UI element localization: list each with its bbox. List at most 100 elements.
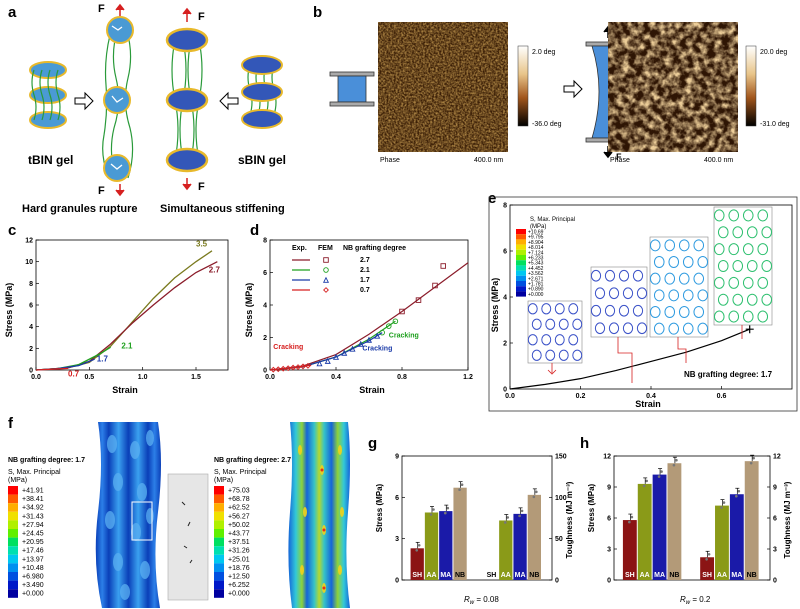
fem-cell xyxy=(746,259,758,273)
exp-point-0.7 xyxy=(305,362,311,369)
exp-point-1.7 xyxy=(332,353,340,360)
legend-swatch xyxy=(516,281,526,287)
f-legend-swatch xyxy=(214,486,224,495)
y-tick-label: 12 xyxy=(25,238,33,245)
fem-cell xyxy=(678,239,690,252)
f-left-legend: +41.91+38.41 +34.92+31.43 +27.94 +24.45+20.… xyxy=(8,486,44,598)
annotation-1.7: 1.7 xyxy=(97,354,109,363)
fem-cell xyxy=(717,293,729,306)
chart-d-legend: Exp. FEM NB grafting degree 2.7 2.1 1.7 … xyxy=(292,245,406,294)
legend-marker-1.7 xyxy=(322,276,330,283)
colorbar-right xyxy=(745,45,757,127)
data-point xyxy=(735,494,738,498)
y-tick-label-left: 6 xyxy=(607,516,611,523)
panel-a-schematic: tBIN gel F F Hard granules rupture F F s… xyxy=(22,3,286,215)
exp-point-2.7 xyxy=(440,263,446,269)
chart-d: 0.0 0.4 0.8 1.2 0 2 4 6 8 Cracking Cracking Crackin… xyxy=(244,238,473,396)
fem-snapshot-2 xyxy=(590,266,648,338)
legend-marker-2.1 xyxy=(323,267,329,273)
panel-label-a: a xyxy=(8,4,17,21)
chart-e-plot: 0.0 0.2 0.4 0.6 0 2 4 6 8 xyxy=(503,203,793,400)
bar-label-NB: NB xyxy=(747,572,757,579)
legend-swatch xyxy=(516,270,526,276)
legend-value: +0.000 xyxy=(528,292,544,298)
f-legend-swatch xyxy=(8,563,18,572)
legend-header-exp: Exp. xyxy=(292,245,307,252)
f-legend-value: +75.03 xyxy=(228,488,250,495)
data-point xyxy=(432,508,435,511)
fem-cell xyxy=(728,243,740,256)
f-legend-value: +3.490 xyxy=(22,582,44,589)
chart-h-ylabel-right: Toughness (MJ m⁻³) xyxy=(783,481,792,558)
exp-point-1.7 xyxy=(341,349,348,356)
data-point xyxy=(630,515,634,519)
cracking-annotation: Cracking xyxy=(273,344,303,351)
y-tick-label-right: 100 xyxy=(555,495,567,502)
fem-cell xyxy=(664,239,676,252)
caption-stiffening: Simultaneous stiffening xyxy=(160,203,285,215)
data-point xyxy=(506,516,510,519)
bar-label-SH: SH xyxy=(412,572,422,579)
exp-point-0.7 xyxy=(280,365,287,372)
f-legend-value: +25.01 xyxy=(228,556,250,563)
fem-cell xyxy=(728,276,740,289)
f-legend-value: +56.27 xyxy=(228,513,250,520)
data-point xyxy=(705,557,708,561)
tbin-gel-label: tBIN gel xyxy=(28,153,73,167)
legend-swatch xyxy=(516,286,526,292)
force-label-b2: F xyxy=(616,152,622,162)
x-tick-label: 0.0 xyxy=(265,374,275,381)
scale-right-top: 20.0 deg xyxy=(760,49,787,56)
fem-cell xyxy=(664,272,676,285)
chart-c-plot: 0.0 0.5 1.0 1.5 0 2 4 6 8 10 12 3.5 2.7 2.1 1.7 0.7 xyxy=(25,238,229,381)
legend-header-fem: FEM xyxy=(318,245,333,252)
fem-cell xyxy=(541,303,552,315)
exp-point-0.7 xyxy=(290,364,297,371)
bar-label-NB: NB xyxy=(529,572,539,579)
y-tick-label-left: 0 xyxy=(607,578,611,585)
y-tick-label: 2 xyxy=(263,335,267,342)
f-zoom-box xyxy=(131,501,153,541)
bar-MA xyxy=(439,511,453,580)
data-point xyxy=(429,513,433,516)
f-left-legend-title: S, Max. Principal xyxy=(8,469,61,476)
f-zoom-inset xyxy=(167,473,209,601)
bar-MA xyxy=(513,513,527,580)
force-label-a1: F xyxy=(98,3,105,15)
panel-label-g: g xyxy=(368,435,378,452)
f-legend-swatch xyxy=(8,503,18,512)
y-tick-label: 2 xyxy=(29,346,33,353)
data-point xyxy=(720,506,723,509)
sample-unstretched xyxy=(329,71,375,107)
bar-SH xyxy=(700,557,715,580)
exp-point-2.1 xyxy=(386,323,392,329)
f-legend-swatch xyxy=(214,503,224,512)
legend-swatch xyxy=(516,291,526,297)
y-tick-label-left: 12 xyxy=(603,454,611,461)
fem-cell xyxy=(572,318,583,330)
legend-swatch xyxy=(516,229,526,235)
exp-point-0.7 xyxy=(270,366,277,373)
f-legend-swatch xyxy=(8,589,18,598)
exp-point-0.7 xyxy=(295,364,301,371)
f-legend-swatch xyxy=(214,580,224,590)
legend-value: +7.124 xyxy=(528,250,544,256)
bar-label-MA: MA xyxy=(440,572,451,579)
x-tick-label: 0.0 xyxy=(505,393,515,400)
fem-cell xyxy=(664,305,676,319)
data-point xyxy=(642,484,646,488)
legend-value: +3.562 xyxy=(528,271,544,277)
fem-cell xyxy=(761,293,773,306)
chart-e-annotation: NB grafting degree: 1.7 xyxy=(684,370,773,379)
fem-snapshot-3 xyxy=(649,236,709,338)
legend-value: +4.452 xyxy=(528,266,544,272)
y-tick-label-right: 3 xyxy=(773,547,777,554)
annotation-0.7: 0.7 xyxy=(68,370,80,379)
fem-cell xyxy=(527,334,538,346)
force-up-icon xyxy=(115,3,125,16)
panel-b-right: Phase 400.0 nm 20.0 deg -31.0 deg xyxy=(608,22,790,164)
force-down-icon-b xyxy=(182,178,192,191)
legend-value: +1.781 xyxy=(528,282,544,288)
bar-label-MA: MA xyxy=(731,572,742,579)
